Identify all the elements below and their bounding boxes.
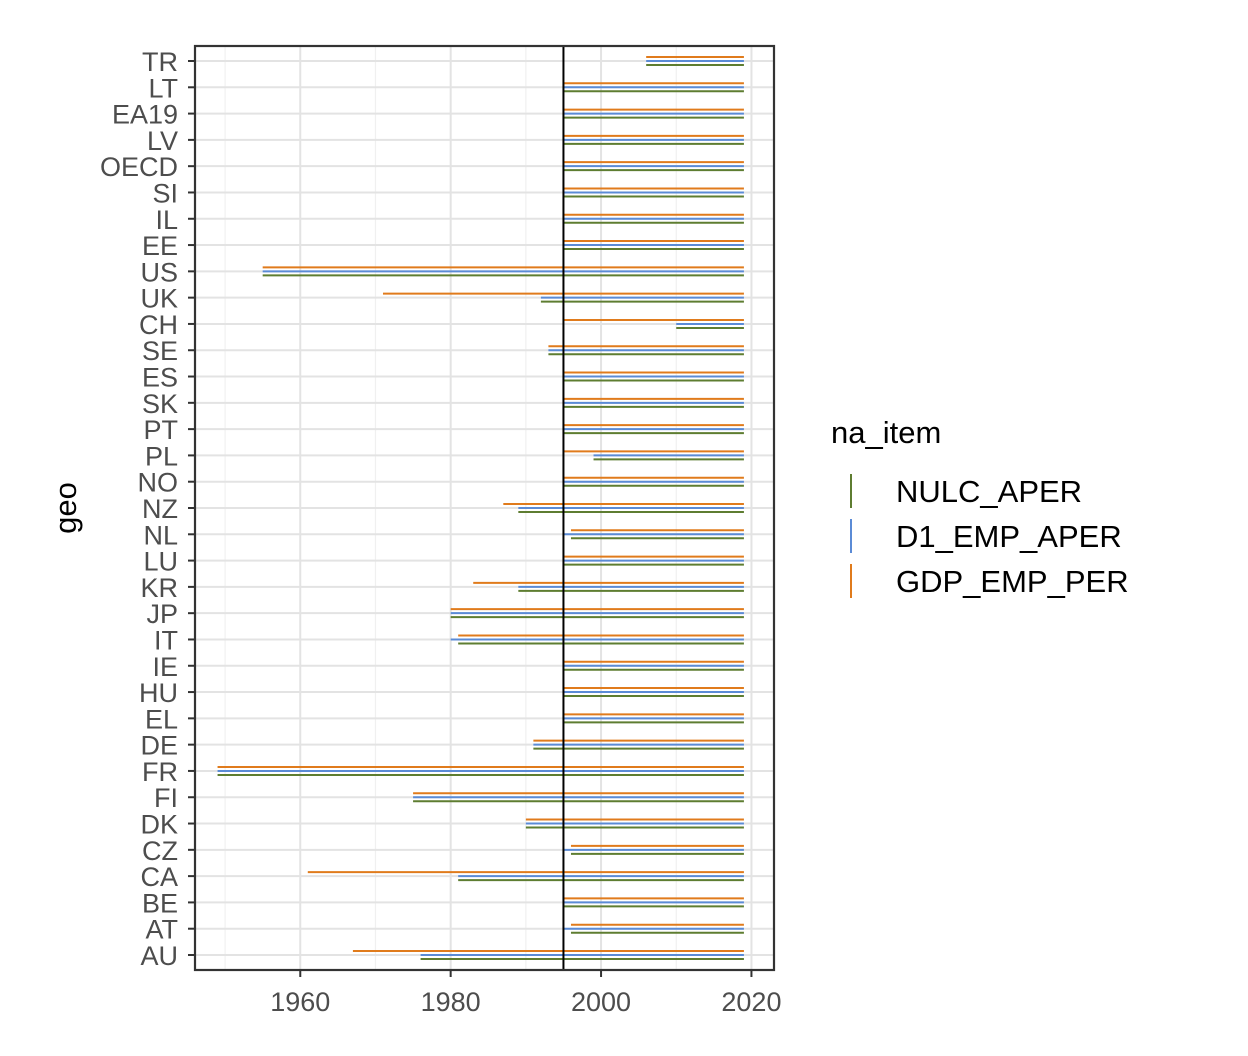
y-tick-label-lt: LT [148, 73, 178, 103]
y-tick-label-us: US [140, 257, 178, 287]
y-tick-label-si: SI [152, 178, 178, 208]
bars [217, 56, 744, 960]
legend-label-nulc-aper: NULC_APER [896, 474, 1082, 509]
y-axis-title: geo [48, 482, 83, 534]
x-tick-label: 2000 [571, 987, 631, 1017]
y-tick-label-ee: EE [142, 231, 178, 261]
legend-label-d1-emp-aper: D1_EMP_APER [896, 519, 1122, 554]
y-tick-label-lv: LV [147, 126, 178, 156]
y-tick-label-no: NO [138, 468, 179, 498]
y-tick-label-uk: UK [140, 284, 178, 314]
y-tick-label-be: BE [142, 888, 178, 918]
y-tick-label-oecd: OECD [100, 152, 178, 182]
y-tick-label-cz: CZ [142, 836, 178, 866]
y-tick-label-pt: PT [143, 415, 178, 445]
y-tick-label-ie: IE [152, 652, 178, 682]
y-tick-label-tr: TR [142, 47, 178, 77]
y-tick-label-ea19: EA19 [112, 100, 178, 130]
y-tick-label-nl: NL [143, 520, 178, 550]
y-tick-label-ch: CH [139, 310, 178, 340]
x-tick-label: 1980 [421, 987, 481, 1017]
y-tick-label-nz: NZ [142, 494, 178, 524]
legend-label-gdp-emp-per: GDP_EMP_PER [896, 564, 1129, 599]
y-tick-label-es: ES [142, 363, 178, 393]
y-tick-label-fi: FI [154, 783, 178, 813]
y-tick-label-jp: JP [146, 599, 178, 629]
legend-title: na_item [831, 415, 941, 450]
y-tick-label-lu: LU [143, 547, 178, 577]
y-tick-label-sk: SK [142, 389, 178, 419]
y-tick-label-pl: PL [145, 441, 178, 471]
y-tick-label-fr: FR [142, 757, 178, 787]
y-tick-label-dk: DK [140, 810, 178, 840]
y-tick-label-au: AU [140, 941, 178, 971]
y-tick-label-kr: KR [140, 573, 178, 603]
y-tick-label-el: EL [145, 704, 178, 734]
y-tick-label-de: DE [140, 731, 178, 761]
x-tick-label: 1960 [270, 987, 330, 1017]
y-tick-label-il: IL [155, 205, 178, 235]
y-tick-label-ca: CA [140, 862, 178, 892]
axes: 1960 1980 2000 2020 TRLTEA19LVOECDSIILEEUSUK… [100, 47, 781, 1017]
legend: na_item NULC_APER D1_EMP_APER GDP_EMP_PER [831, 415, 1129, 599]
legend-items: NULC_APER D1_EMP_APER GDP_EMP_PER [850, 474, 1129, 599]
y-tick-label-it: IT [154, 625, 178, 655]
y-tick-label-hu: HU [139, 678, 178, 708]
y-tick-label-se: SE [142, 336, 178, 366]
y-tick-label-at: AT [146, 915, 179, 945]
x-tick-label: 2020 [721, 987, 781, 1017]
